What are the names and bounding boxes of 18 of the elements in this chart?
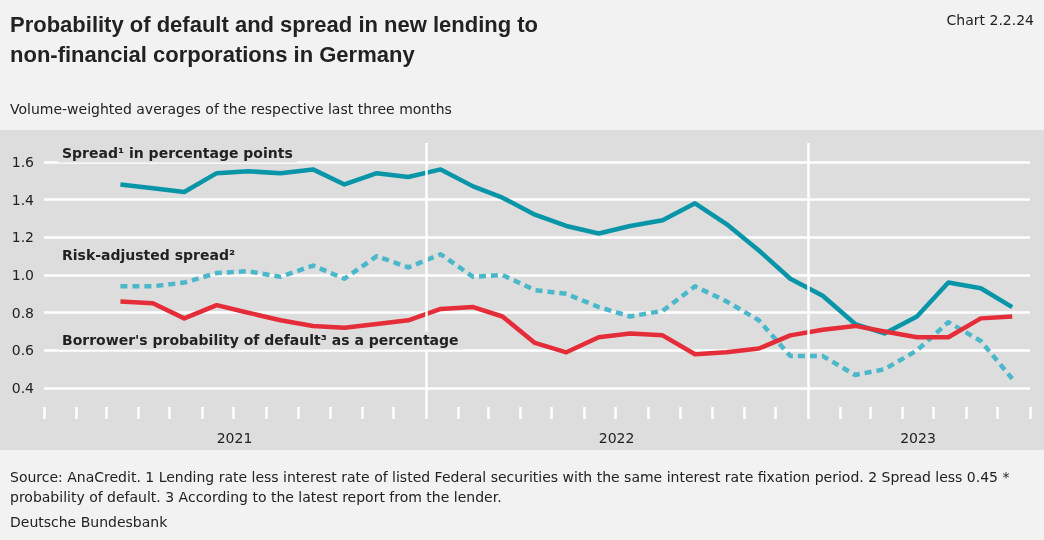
y-tick-label: 0.6 [11,342,35,359]
series-label: Borrower's probability of default³ as a percentage [62,332,459,349]
series-label: Spread¹ in percentage points [62,145,293,162]
series-label: Risk-adjusted spread² [62,247,236,264]
chart-title: Probability of default and spread in new lending to non-financial corporations in Germany [10,11,540,69]
y-tick-label: 1.2 [11,229,34,246]
x-tick-label: 2021 [216,430,253,446]
y-tick-label: 1.0 [11,267,34,283]
y-tick-label: 1.6 [11,153,35,170]
y-tick-label: 1.4 [11,191,35,208]
source-note: Source: AnaCredit. 1 Lending rate less interest rate of listed Federal securities with the same interest rate fixation period. 2 Spread less 0.45 * probability of default. 3 According to the latest report from the lender. [10,468,1011,507]
y-tick-label: 0.8 [11,304,34,321]
y-tick-label: 0.4 [11,380,35,397]
caption: Chart 2.2.24 [946,12,1034,28]
x-tick-label: 2023 [900,430,936,446]
x-tick-label: 2022 [598,430,635,446]
text: Deutsche Bundesbank [10,514,168,530]
chart-subtitle: Volume-weighted averages of the respective last three months [10,101,452,117]
